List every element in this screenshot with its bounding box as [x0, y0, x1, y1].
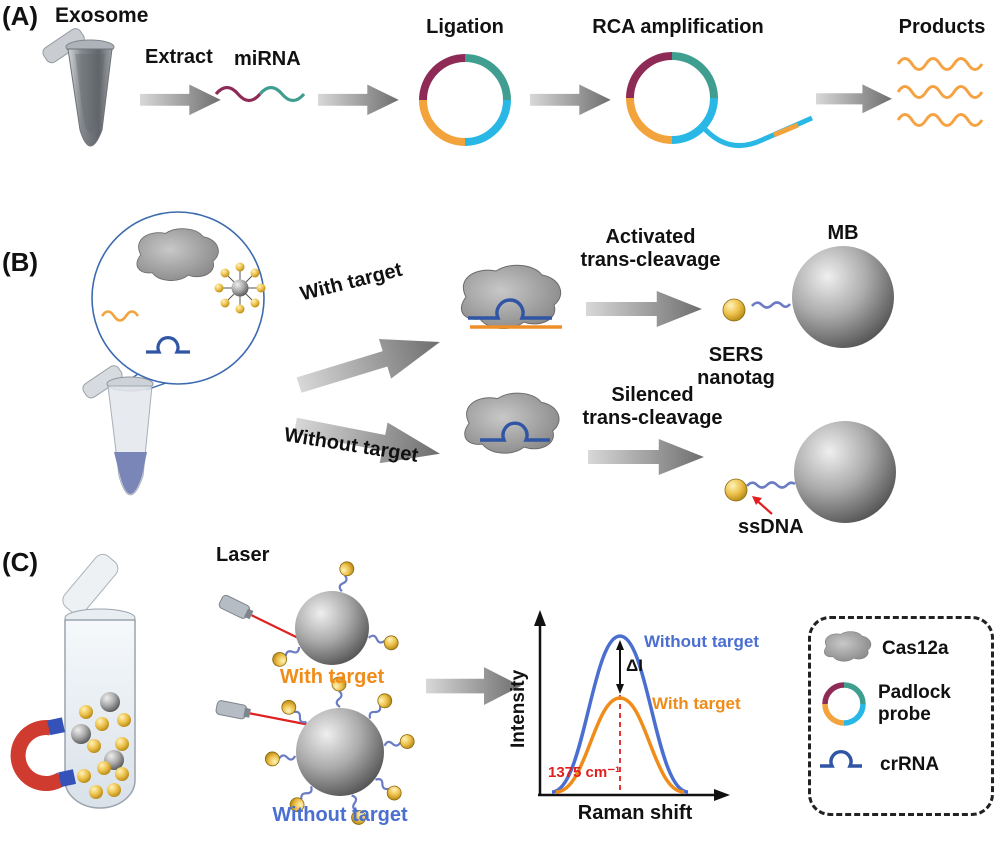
legend-crrna-icon — [820, 749, 862, 768]
mb-without-target-sphere — [263, 675, 417, 828]
mb-activated — [722, 246, 894, 348]
activated-label: Activated trans-cleavage — [580, 226, 721, 271]
gold-nanotag-attached — [724, 478, 748, 502]
sers-nanotag-cluster — [214, 262, 266, 314]
curve-without-target — [551, 634, 689, 794]
activated-arrow — [586, 291, 702, 327]
sample-tube-icon — [82, 365, 154, 496]
delta-i-label: ΔI — [626, 656, 643, 675]
laser-label: Laser — [216, 544, 270, 566]
target-squiggle-zoom — [100, 310, 140, 322]
without-target-label-c: Without target — [272, 804, 408, 826]
magnet-icon — [10, 717, 77, 791]
ssdna-squiggle-top — [751, 301, 792, 309]
ligation-arrow — [318, 84, 399, 116]
curve-with-target — [555, 696, 685, 794]
panel-b-label: (B) — [2, 247, 39, 277]
laser-pointer-icon-top — [218, 594, 299, 639]
curve-with-label: With target — [652, 694, 741, 713]
padlock-circle-icon — [419, 54, 511, 146]
exosome-label: Exosome — [55, 4, 149, 27]
laser-beam-top — [251, 614, 299, 639]
ssdna-label: ssDNA — [738, 516, 804, 538]
mb-silenced — [724, 421, 896, 523]
legend-box — [808, 616, 994, 816]
mb-with-target-sphere — [269, 559, 401, 671]
peak-wavenumber-label: 1375 cm⁻¹ — [548, 764, 621, 781]
exosome-tube-icon — [42, 28, 115, 147]
laser-pointer-icon-bottom — [215, 700, 311, 727]
with-target-arrow — [293, 322, 446, 405]
mirna-squiggle — [214, 85, 306, 103]
magnifier-circle — [91, 211, 265, 385]
silenced-arrow — [588, 439, 704, 475]
laser-beam-bottom — [249, 712, 311, 727]
legend-cas12a-label: Cas12a — [882, 638, 949, 659]
legend-crrna-label: crRNA — [880, 754, 940, 775]
rca-product-icon — [626, 52, 814, 149]
result-arrow — [426, 667, 521, 705]
mirna-label: miRNA — [234, 48, 301, 70]
with-target-label-c: With target — [279, 666, 385, 688]
silenced-label: Silenced trans-cleavage — [582, 384, 723, 429]
legend-padlock-label: Padlock probe — [878, 682, 951, 725]
products-arrow — [816, 84, 892, 114]
rca-label: RCA amplification — [592, 16, 764, 38]
extract-label: Extract — [145, 46, 213, 68]
panel-a-label: (A) — [2, 1, 39, 31]
raman-plot — [534, 610, 730, 801]
y-axis-label: Intensity — [508, 669, 530, 748]
collection-tube-icon — [62, 553, 136, 809]
products-label: Products — [898, 16, 986, 38]
ligation-label: Ligation — [426, 16, 504, 38]
ssdna-pointer-arrow — [752, 496, 773, 515]
ssdna-squiggle-bottom — [746, 481, 796, 489]
rca-arrow — [530, 84, 611, 116]
curve-without-label: Without target — [644, 632, 760, 651]
sers-nanotag-label: SERS nanotag — [697, 344, 775, 389]
crrna-hairpin-zoom — [146, 336, 190, 354]
silenced-complex — [464, 392, 560, 454]
extract-arrow — [140, 84, 221, 116]
activated-complex — [460, 264, 562, 329]
x-axis-label: Raman shift — [577, 802, 693, 824]
mb-label: MB — [827, 222, 859, 244]
legend-padlock-icon — [822, 682, 866, 726]
products-squiggles — [896, 57, 984, 127]
gold-nanotag-released — [722, 298, 746, 322]
panel-c-label: (C) — [2, 547, 39, 577]
